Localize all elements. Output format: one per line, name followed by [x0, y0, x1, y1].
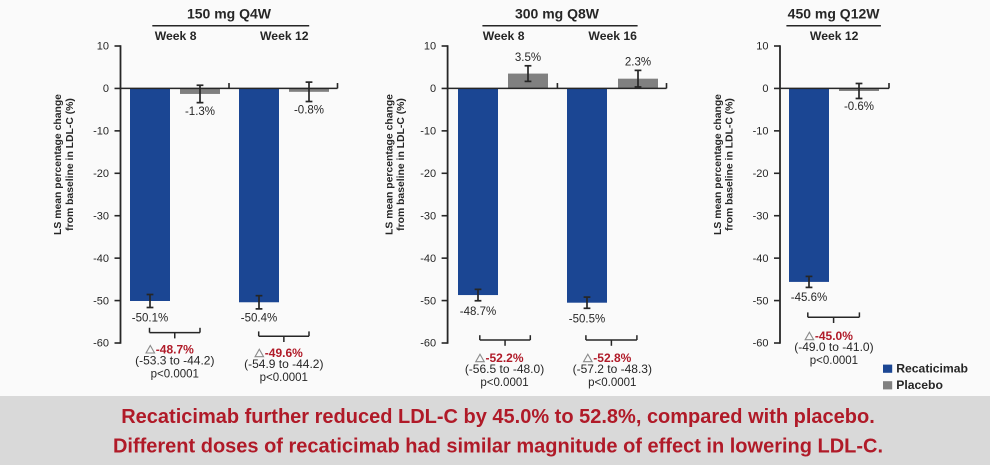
svg-text:-48.7%: -48.7%: [460, 306, 496, 318]
svg-text:Different doses of recaticimab: Different doses of recaticimab had simil…: [113, 435, 883, 457]
svg-text:-52.8%: -52.8%: [593, 351, 631, 365]
svg-text:LS mean percentage change: LS mean percentage change: [53, 94, 64, 235]
svg-text:0: 0: [762, 83, 768, 95]
svg-text:from baseline in LDL-C (%): from baseline in LDL-C (%): [65, 98, 76, 231]
svg-text:LS mean percentage change: LS mean percentage change: [713, 94, 724, 235]
svg-text:Week 16: Week 16: [588, 29, 637, 43]
svg-text:-20: -20: [93, 168, 109, 180]
svg-text:LS mean percentage change: LS mean percentage change: [384, 94, 395, 235]
svg-text:-10: -10: [753, 126, 769, 138]
svg-text:-40: -40: [420, 253, 436, 265]
svg-text:10: 10: [756, 41, 768, 53]
svg-text:450 mg Q12W: 450 mg Q12W: [788, 6, 881, 22]
svg-text:(-57.2 to -48.3): (-57.2 to -48.3): [573, 362, 652, 376]
svg-text:-20: -20: [420, 168, 436, 180]
svg-text:0: 0: [430, 83, 436, 95]
svg-text:p<0.0001: p<0.0001: [480, 377, 528, 389]
svg-text:p<0.0001: p<0.0001: [151, 369, 199, 381]
svg-text:-1.3%: -1.3%: [185, 106, 215, 118]
svg-text:-0.8%: -0.8%: [294, 105, 324, 117]
svg-text:-52.2%: -52.2%: [485, 351, 523, 365]
svg-text:p<0.0001: p<0.0001: [588, 377, 636, 389]
svg-text:2.3%: 2.3%: [625, 57, 651, 69]
svg-text:Week 8: Week 8: [483, 29, 525, 43]
svg-text:Recaticimab further reduced LD: Recaticimab further reduced LDL-C by 45.…: [121, 406, 875, 428]
svg-text:-50: -50: [420, 295, 436, 307]
svg-text:-20: -20: [753, 168, 769, 180]
svg-text:-60: -60: [93, 338, 109, 350]
svg-text:from baseline in LDL-C (%): from baseline in LDL-C (%): [725, 98, 736, 231]
svg-text:Week 12: Week 12: [810, 29, 859, 43]
svg-text:-49.6%: -49.6%: [265, 346, 303, 360]
svg-text:(-49.0 to -41.0): (-49.0 to -41.0): [794, 340, 873, 354]
svg-text:(-53.3 to -44.2): (-53.3 to -44.2): [135, 354, 214, 368]
svg-text:-10: -10: [93, 126, 109, 138]
svg-text:p<0.0001: p<0.0001: [810, 355, 858, 367]
svg-text:(-56.5 to -48.0): (-56.5 to -48.0): [465, 362, 544, 376]
svg-text:-0.6%: -0.6%: [844, 101, 874, 113]
svg-text:p<0.0001: p<0.0001: [260, 372, 308, 384]
svg-text:-10: -10: [420, 126, 436, 138]
svg-text:-60: -60: [753, 338, 769, 350]
svg-text:-48.7%: -48.7%: [156, 343, 194, 357]
svg-text:-50: -50: [753, 295, 769, 307]
svg-text:-40: -40: [93, 253, 109, 265]
svg-text:-45.0%: -45.0%: [815, 329, 853, 343]
svg-text:-50: -50: [93, 295, 109, 307]
svg-text:10: 10: [97, 41, 109, 53]
svg-text:300 mg Q8W: 300 mg Q8W: [515, 6, 600, 22]
svg-text:-45.6%: -45.6%: [791, 292, 827, 304]
svg-text:(-54.9 to -44.2): (-54.9 to -44.2): [244, 357, 323, 371]
svg-text:10: 10: [424, 41, 436, 53]
svg-text:-30: -30: [420, 210, 436, 222]
svg-text:from baseline in LDL-C (%): from baseline in LDL-C (%): [396, 98, 407, 231]
svg-text:3.5%: 3.5%: [515, 52, 541, 64]
svg-text:-50.1%: -50.1%: [132, 312, 168, 324]
svg-text:-40: -40: [753, 253, 769, 265]
svg-text:Week 8: Week 8: [155, 29, 197, 43]
svg-text:-50.4%: -50.4%: [241, 312, 277, 324]
svg-text:150 mg Q4W: 150 mg Q4W: [187, 6, 272, 22]
svg-text:0: 0: [103, 83, 109, 95]
svg-text:Placebo: Placebo: [896, 378, 943, 392]
svg-text:-60: -60: [420, 338, 436, 350]
svg-text:-50.5%: -50.5%: [569, 314, 605, 326]
svg-text:Week 12: Week 12: [260, 29, 309, 43]
svg-text:-30: -30: [753, 210, 769, 222]
svg-text:-30: -30: [93, 210, 109, 222]
svg-text:Recaticimab: Recaticimab: [896, 362, 968, 376]
